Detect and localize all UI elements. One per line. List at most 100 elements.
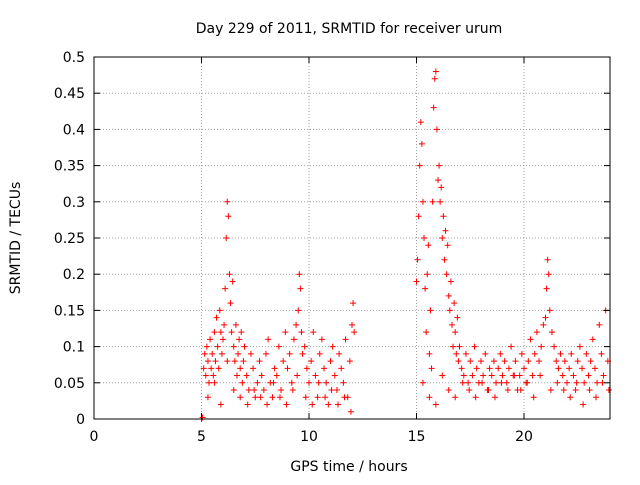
data-point: [503, 379, 510, 386]
data-point: [308, 358, 315, 365]
data-point: [284, 365, 291, 372]
data-point: [525, 358, 532, 365]
data-point: [208, 365, 215, 372]
data-point: [418, 140, 425, 147]
data-point: [416, 162, 423, 169]
data-point: [323, 379, 330, 386]
data-point: [442, 227, 449, 234]
data-point: [200, 365, 207, 372]
data-point: [228, 329, 235, 336]
data-point: [276, 394, 283, 401]
data-point: [456, 343, 463, 350]
data-point: [290, 336, 297, 343]
data-point: [428, 365, 435, 372]
data-point: [301, 343, 308, 350]
data-point: [212, 358, 219, 365]
data-point: [335, 401, 342, 408]
data-point: [490, 358, 497, 365]
data-point: [204, 358, 211, 365]
data-point: [508, 343, 515, 350]
data-point: [537, 372, 544, 379]
data-point: [429, 198, 436, 205]
data-point: [294, 372, 301, 379]
data-point: [299, 350, 306, 357]
y-tick-label: 0.25: [54, 231, 85, 247]
data-point: [315, 379, 322, 386]
data-point: [497, 350, 504, 357]
data-point: [466, 387, 473, 394]
x-tick-label: 15: [408, 429, 426, 445]
data-point: [478, 358, 484, 365]
data-point: [296, 271, 303, 278]
data-point: [336, 350, 343, 357]
data-point: [585, 372, 592, 379]
data-point: [546, 307, 553, 314]
data-point: [283, 401, 290, 408]
data-point: [327, 358, 334, 365]
data-point: [469, 372, 476, 379]
data-point: [214, 343, 221, 350]
data-point: [427, 307, 434, 314]
data-point: [232, 321, 239, 328]
data-point: [518, 350, 525, 357]
data-point: [561, 358, 568, 365]
data-point: [218, 350, 225, 357]
data-point: [440, 213, 447, 220]
data-points: [198, 68, 612, 422]
data-point: [524, 379, 531, 386]
data-point: [333, 387, 340, 394]
data-point: [260, 387, 267, 394]
data-point: [583, 350, 590, 357]
data-point: [227, 300, 234, 307]
data-point: [414, 256, 421, 263]
data-point: [579, 365, 586, 372]
data-point: [210, 372, 217, 379]
data-point: [252, 394, 259, 401]
y-tick-label: 0.5: [63, 50, 85, 66]
data-point: [473, 365, 480, 372]
data-point: [486, 365, 493, 372]
data-point: [269, 394, 276, 401]
data-point: [341, 394, 348, 401]
data-point: [551, 343, 558, 350]
data-point: [223, 235, 230, 241]
data-point: [540, 321, 547, 328]
data-point: [251, 387, 258, 394]
data-point: [278, 387, 285, 394]
data-point: [298, 329, 305, 336]
data-point: [351, 329, 358, 336]
data-point: [482, 350, 489, 357]
data-point: [443, 271, 450, 278]
data-point: [560, 387, 567, 394]
data-point: [521, 365, 527, 372]
data-point: [256, 358, 263, 365]
data-point: [504, 387, 511, 394]
data-point: [452, 394, 459, 401]
data-point: [314, 394, 321, 401]
data-point: [236, 336, 243, 343]
data-point: [529, 372, 536, 379]
data-point: [229, 278, 236, 285]
data-point: [455, 358, 462, 365]
data-point: [221, 321, 228, 328]
data-point: [480, 372, 487, 379]
x-axis-label: GPS time / hours: [290, 459, 407, 475]
data-point: [295, 307, 302, 314]
data-point: [419, 198, 426, 205]
data-point: [199, 414, 206, 421]
data-point: [293, 321, 300, 328]
data-point: [224, 358, 231, 365]
data-point: [224, 198, 231, 205]
data-point: [263, 350, 269, 357]
data-point: [206, 379, 213, 386]
data-point: [350, 300, 357, 307]
data-point: [318, 336, 325, 343]
data-point: [302, 394, 309, 401]
data-point: [432, 68, 439, 75]
data-point: [217, 401, 224, 408]
data-point: [247, 350, 254, 357]
data-point: [454, 314, 461, 321]
data-point: [501, 358, 508, 365]
data-point: [499, 372, 506, 379]
data-point: [512, 358, 519, 365]
